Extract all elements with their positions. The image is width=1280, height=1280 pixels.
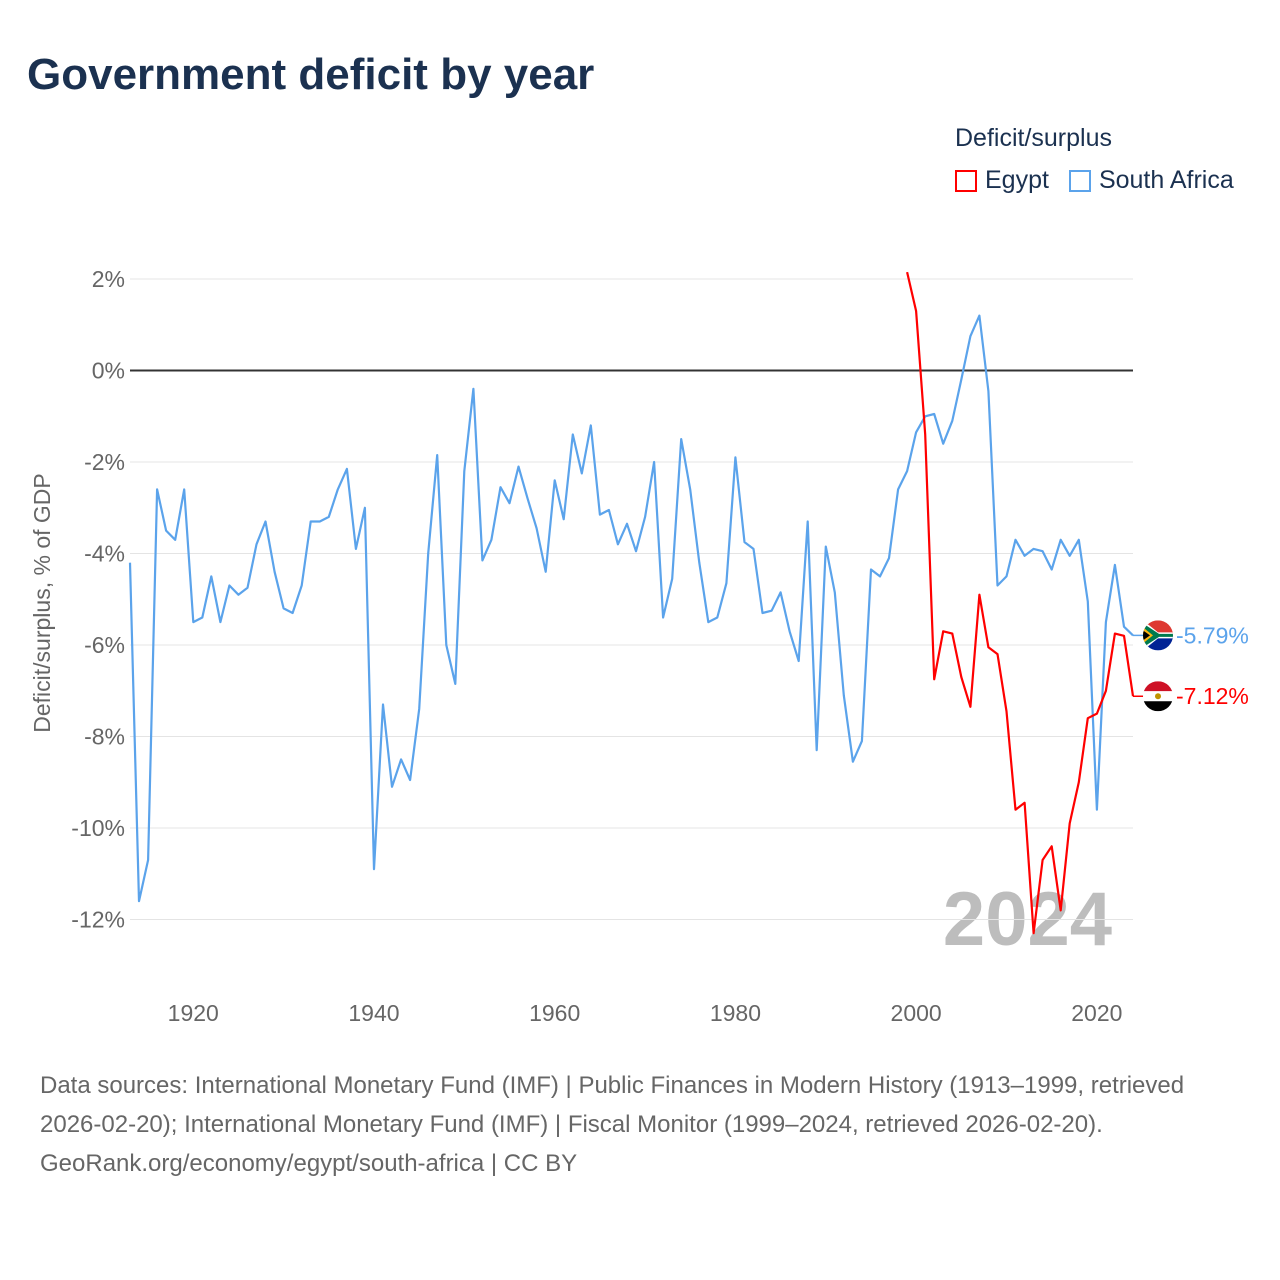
end-value-label-egypt: -7.12% bbox=[1176, 683, 1249, 709]
legend-label-south-africa: South Africa bbox=[1098, 166, 1234, 194]
x-tick-label: 2020 bbox=[1071, 1000, 1122, 1026]
legend-label-egypt: Egypt bbox=[985, 166, 1049, 194]
y-tick-label: -6% bbox=[84, 632, 125, 658]
x-tick-label: 1960 bbox=[529, 1000, 580, 1026]
y-axis-label: Deficit/surplus, % of GDP bbox=[29, 473, 55, 732]
y-tick-label: -4% bbox=[84, 541, 125, 567]
legend-item-south-africa[interactable]: South Africa bbox=[1068, 166, 1234, 195]
y-tick-label: -10% bbox=[71, 815, 125, 841]
legend-title: Deficit/surplus bbox=[955, 124, 1112, 152]
credit-link[interactable]: GeoRank.org/economy/egypt/south-africa |… bbox=[40, 1150, 578, 1177]
y-tick-label: -2% bbox=[84, 449, 125, 475]
x-tick-label: 2000 bbox=[891, 1000, 942, 1026]
series-line-south-africa bbox=[128, 314, 1134, 903]
y-tick-label: 0% bbox=[92, 358, 125, 384]
end-value-label-south-africa: -5.79% bbox=[1176, 622, 1249, 648]
series-line-egypt bbox=[906, 271, 1135, 935]
flag-icon-egypt bbox=[1143, 681, 1173, 712]
y-tick-label: -12% bbox=[71, 907, 125, 933]
x-tick-label: 1920 bbox=[168, 1000, 219, 1026]
legend-item-egypt[interactable]: Egypt bbox=[955, 166, 1049, 195]
legend-swatch-south-africa bbox=[1068, 169, 1091, 192]
flag-icon-south-africa bbox=[1143, 620, 1173, 651]
legend-swatch-egypt bbox=[955, 169, 977, 192]
x-tick-label: 1940 bbox=[348, 1000, 399, 1026]
legend: Egypt South Africa bbox=[955, 166, 1234, 195]
chart-title: Government deficit by year bbox=[27, 50, 595, 99]
y-tick-label: -8% bbox=[84, 724, 125, 750]
footer: Data sources: International Monetary Fun… bbox=[40, 1066, 1240, 1183]
x-tick-label: 1980 bbox=[710, 1000, 761, 1026]
data-sources: Data sources: International Monetary Fun… bbox=[40, 1072, 1185, 1138]
y-tick-label: 2% bbox=[92, 266, 125, 292]
